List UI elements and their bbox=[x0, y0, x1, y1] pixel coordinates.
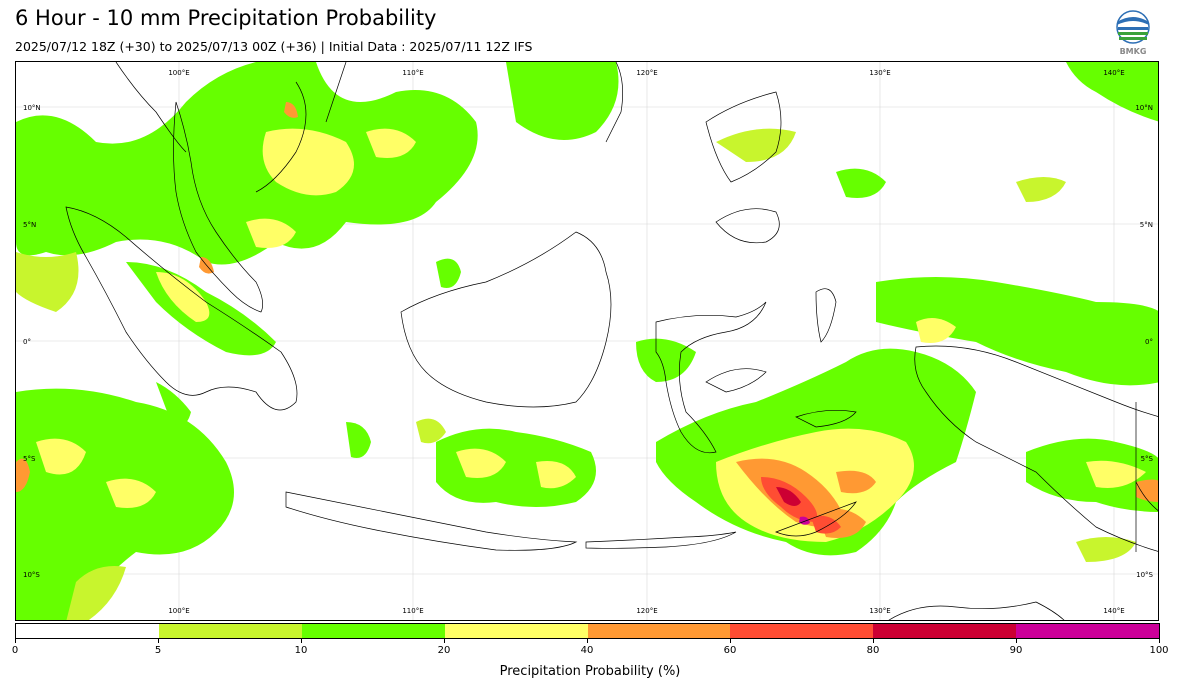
colorbar-tick-mark bbox=[730, 639, 731, 643]
lat-labels-right: 10°N 5°N 0° 5°S 10°S bbox=[1135, 104, 1153, 579]
lat-label: 5°N bbox=[1140, 221, 1153, 229]
colorbar bbox=[15, 623, 1160, 639]
precip-field-fringe bbox=[16, 128, 1136, 620]
colorbar-tick-mark bbox=[587, 639, 588, 643]
colorbar-segment bbox=[158, 624, 302, 638]
colorbar-segment bbox=[444, 624, 588, 638]
lon-labels-top: 100°E 110°E 120°E 130°E 140°E bbox=[168, 69, 1124, 77]
colorbar-tick-mark bbox=[15, 639, 16, 643]
precip-field-mid bbox=[36, 128, 1146, 542]
lat-label: 10°S bbox=[23, 571, 40, 579]
colorbar-tick-mark bbox=[1016, 639, 1017, 643]
precip-field-low bbox=[16, 62, 1158, 620]
colorbar-tick-label: 40 bbox=[580, 645, 594, 656]
bmkg-logo: BMKG bbox=[1113, 10, 1153, 56]
colorbar-tick-mark bbox=[873, 639, 874, 643]
colorbar-tick-mark bbox=[158, 639, 159, 643]
colorbar-tick-mark bbox=[444, 639, 445, 643]
colorbar-tick-label: 60 bbox=[723, 645, 737, 656]
logo-text: BMKG bbox=[1120, 47, 1147, 56]
colorbar-tick-label: 10 bbox=[294, 645, 308, 656]
precip-field-core bbox=[761, 477, 841, 534]
colorbar-tick-mark bbox=[1159, 639, 1160, 643]
lon-label: 100°E bbox=[168, 69, 189, 77]
lon-label: 140°E bbox=[1103, 607, 1124, 615]
lat-label: 5°N bbox=[23, 221, 36, 229]
lat-label: 5°S bbox=[1141, 455, 1154, 463]
colorbar-tick-label: 20 bbox=[437, 645, 451, 656]
colorbar-segment bbox=[873, 624, 1017, 638]
colorbar-segment bbox=[301, 624, 445, 638]
lon-labels-bottom: 100°E 110°E 120°E 130°E 140°E bbox=[168, 607, 1124, 615]
lon-label: 110°E bbox=[402, 607, 423, 615]
lat-labels-left: 10°N 5°N 0° 5°S 10°S bbox=[23, 104, 41, 579]
colorbar-tick-label: 5 bbox=[154, 645, 162, 656]
colorbar-label: Precipitation Probability (%) bbox=[499, 664, 681, 679]
lon-label: 130°E bbox=[869, 69, 890, 77]
lat-label: 10°N bbox=[1135, 104, 1153, 112]
map-title: 6 Hour - 10 mm Precipitation Probability bbox=[15, 6, 437, 30]
lon-label: 110°E bbox=[402, 69, 423, 77]
colorbar-tick-mark bbox=[301, 639, 302, 643]
lon-label: 130°E bbox=[869, 607, 890, 615]
lat-label: 10°N bbox=[23, 104, 41, 112]
map-subtitle: 2025/07/12 18Z (+30) to 2025/07/13 00Z (… bbox=[15, 39, 533, 54]
lat-label: 0° bbox=[23, 338, 31, 346]
colorbar-tick-label: 90 bbox=[1009, 645, 1023, 656]
colorbar-tick-label: 100 bbox=[1149, 645, 1169, 656]
colorbar-tick-label: 0 bbox=[11, 645, 19, 656]
precipitation-map: 100°E 110°E 120°E 130°E 140°E 100°E 110°… bbox=[15, 61, 1159, 621]
lon-label: 120°E bbox=[636, 607, 657, 615]
lat-label: 5°S bbox=[23, 455, 36, 463]
lon-label: 100°E bbox=[168, 607, 189, 615]
colorbar-segment bbox=[587, 624, 731, 638]
colorbar-tick-label: 80 bbox=[866, 645, 880, 656]
colorbar-segment bbox=[730, 624, 874, 638]
coastlines bbox=[65, 62, 1158, 620]
colorbar-segment bbox=[16, 624, 159, 638]
colorbar-segment bbox=[1016, 624, 1159, 638]
lon-label: 120°E bbox=[636, 69, 657, 77]
lon-label: 140°E bbox=[1103, 69, 1124, 77]
lat-label: 0° bbox=[1145, 338, 1153, 346]
lat-label: 10°S bbox=[1136, 571, 1153, 579]
